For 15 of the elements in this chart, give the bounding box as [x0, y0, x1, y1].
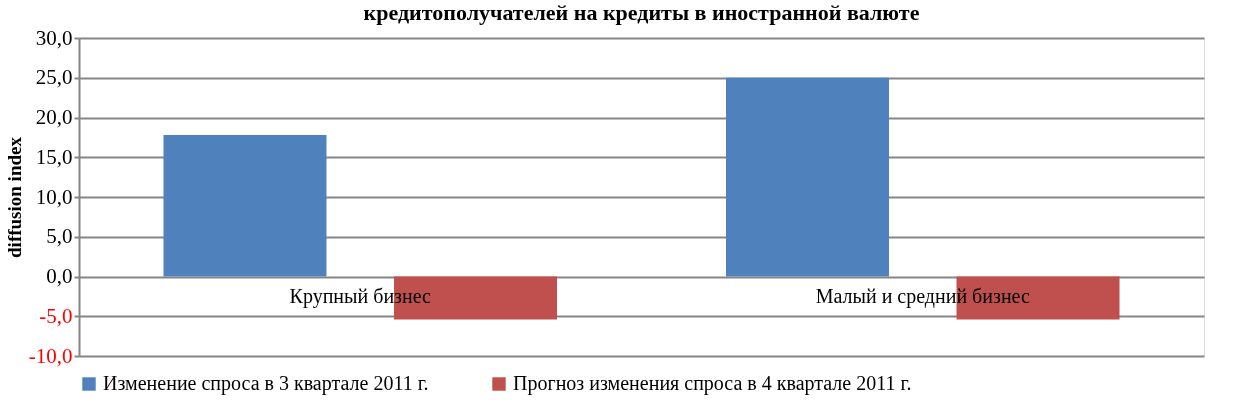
y-axis-title: diffusion index: [3, 136, 25, 258]
chart-title: кредитополучателей на кредиты в иностранной валюте: [363, 0, 920, 25]
y-tick-label: 5,0: [46, 224, 73, 249]
legend-label: Изменение спроса в 3 квартале 2011 г.: [103, 372, 429, 395]
y-tick-label: 15,0: [35, 144, 73, 169]
y-tick-label: 30,0: [35, 25, 73, 50]
y-tick-label: 0,0: [46, 264, 73, 288]
bar: [163, 134, 327, 277]
y-tick-label: -10,0: [28, 343, 73, 368]
y-tick-label: 10,0: [35, 184, 73, 209]
y-tick-label: -5,0: [39, 303, 73, 328]
bar: [725, 77, 889, 277]
legend-label: Прогноз изменения спроса в 4 квартале 2011 г.: [513, 372, 912, 395]
y-tick-label: 25,0: [35, 65, 73, 90]
y-tick-label: 20,0: [35, 105, 73, 129]
